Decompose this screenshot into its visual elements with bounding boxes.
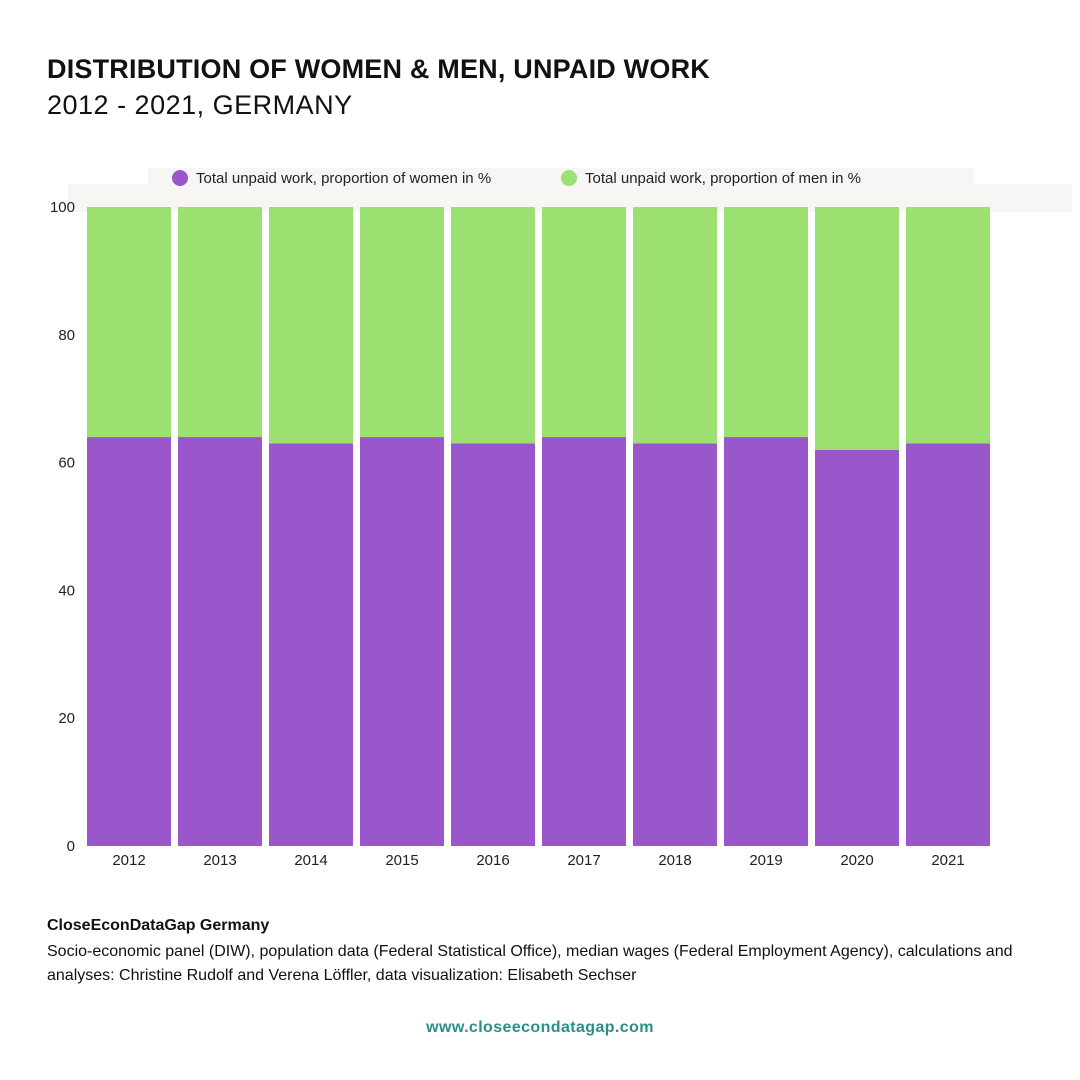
x-tick-label: 2018 [658,852,691,869]
bar-men-2021 [906,207,990,444]
bar-women-2015 [360,437,444,846]
x-tick-label: 2017 [567,852,600,869]
y-tick-label: 60 [58,455,75,472]
bar-women-2019 [724,437,808,846]
x-axis: 2012 2013 2014 2015 2016 2017 2018 2019 2020 2021 [112,852,964,869]
y-tick-label: 40 [58,582,75,599]
legend-label-women: Total unpaid work, proportion of women i… [196,170,491,187]
bar-women-2021 [906,443,990,846]
bar-men-2019 [724,207,808,438]
bar-women-2016 [451,443,535,846]
y-axis: 0 20 40 60 80 100 [50,199,75,855]
bar-women-2018 [633,443,717,846]
bar-women-2013 [178,437,262,846]
y-tick-label: 20 [58,710,75,727]
bar-women-2014 [269,443,353,846]
x-tick-label: 2013 [203,852,236,869]
bar-women-2012 [87,437,171,846]
y-tick-label: 0 [67,838,75,855]
x-tick-label: 2020 [840,852,873,869]
legend-label-men: Total unpaid work, proportion of men in … [585,170,861,187]
bars [87,207,990,846]
bar-men-2012 [87,207,171,438]
legend-marker-women [172,170,188,186]
bar-men-2018 [633,207,717,444]
footer-organization: CloseEconDataGap Germany [47,917,270,934]
x-tick-label: 2019 [749,852,782,869]
bar-women-2017 [542,437,626,846]
bar-men-2015 [360,207,444,438]
legend-marker-men [561,170,577,186]
chart-title: DISTRIBUTION OF WOMEN & MEN, UNPAID WORK [47,54,710,84]
y-tick-label: 100 [50,199,75,216]
y-tick-label: 80 [58,327,75,344]
bar-men-2013 [178,207,262,438]
x-tick-label: 2012 [112,852,145,869]
legend: Total unpaid work, proportion of women i… [172,170,861,187]
chart-subtitle: 2012 - 2021, GERMANY [47,90,353,120]
bar-women-2020 [815,449,899,846]
bar-men-2020 [815,207,899,450]
stacked-bar-chart: Total unpaid work, proportion of women i… [50,170,990,869]
bar-men-2017 [542,207,626,438]
footer-website-link[interactable]: www.closeecondatagap.com [426,1019,654,1036]
bar-men-2014 [269,207,353,444]
footer-source-note: Socio-economic panel (DIW), population d… [47,943,1013,984]
x-tick-label: 2014 [294,852,327,869]
x-tick-label: 2016 [476,852,509,869]
x-tick-label: 2021 [931,852,964,869]
bar-men-2016 [451,207,535,444]
x-tick-label: 2015 [385,852,418,869]
